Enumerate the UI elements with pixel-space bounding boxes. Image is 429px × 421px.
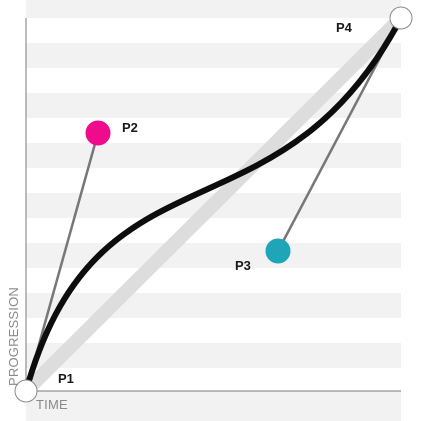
- stripe: [26, 391, 401, 421]
- bezier-curve: [23, 15, 404, 394]
- x-axis-label: TIME: [36, 397, 68, 412]
- linear-reference-line: [21, 13, 406, 396]
- p2-label: P2: [122, 120, 138, 135]
- p4-label: P4: [336, 20, 353, 35]
- stripe: [26, 293, 401, 318]
- stripe: [26, 43, 401, 68]
- y-axis-label: PROGRESSION: [6, 287, 21, 386]
- p1-handle[interactable]: [14, 379, 38, 403]
- p4-handle[interactable]: [389, 6, 413, 30]
- stripe: [26, 343, 401, 368]
- p3-handle[interactable]: [265, 238, 291, 264]
- p3-label: P3: [235, 258, 251, 273]
- p2-handle[interactable]: [85, 120, 111, 146]
- stripe: [26, 0, 401, 18]
- p1-label: P1: [58, 371, 74, 386]
- stripe: [26, 143, 401, 168]
- stripe: [26, 243, 401, 268]
